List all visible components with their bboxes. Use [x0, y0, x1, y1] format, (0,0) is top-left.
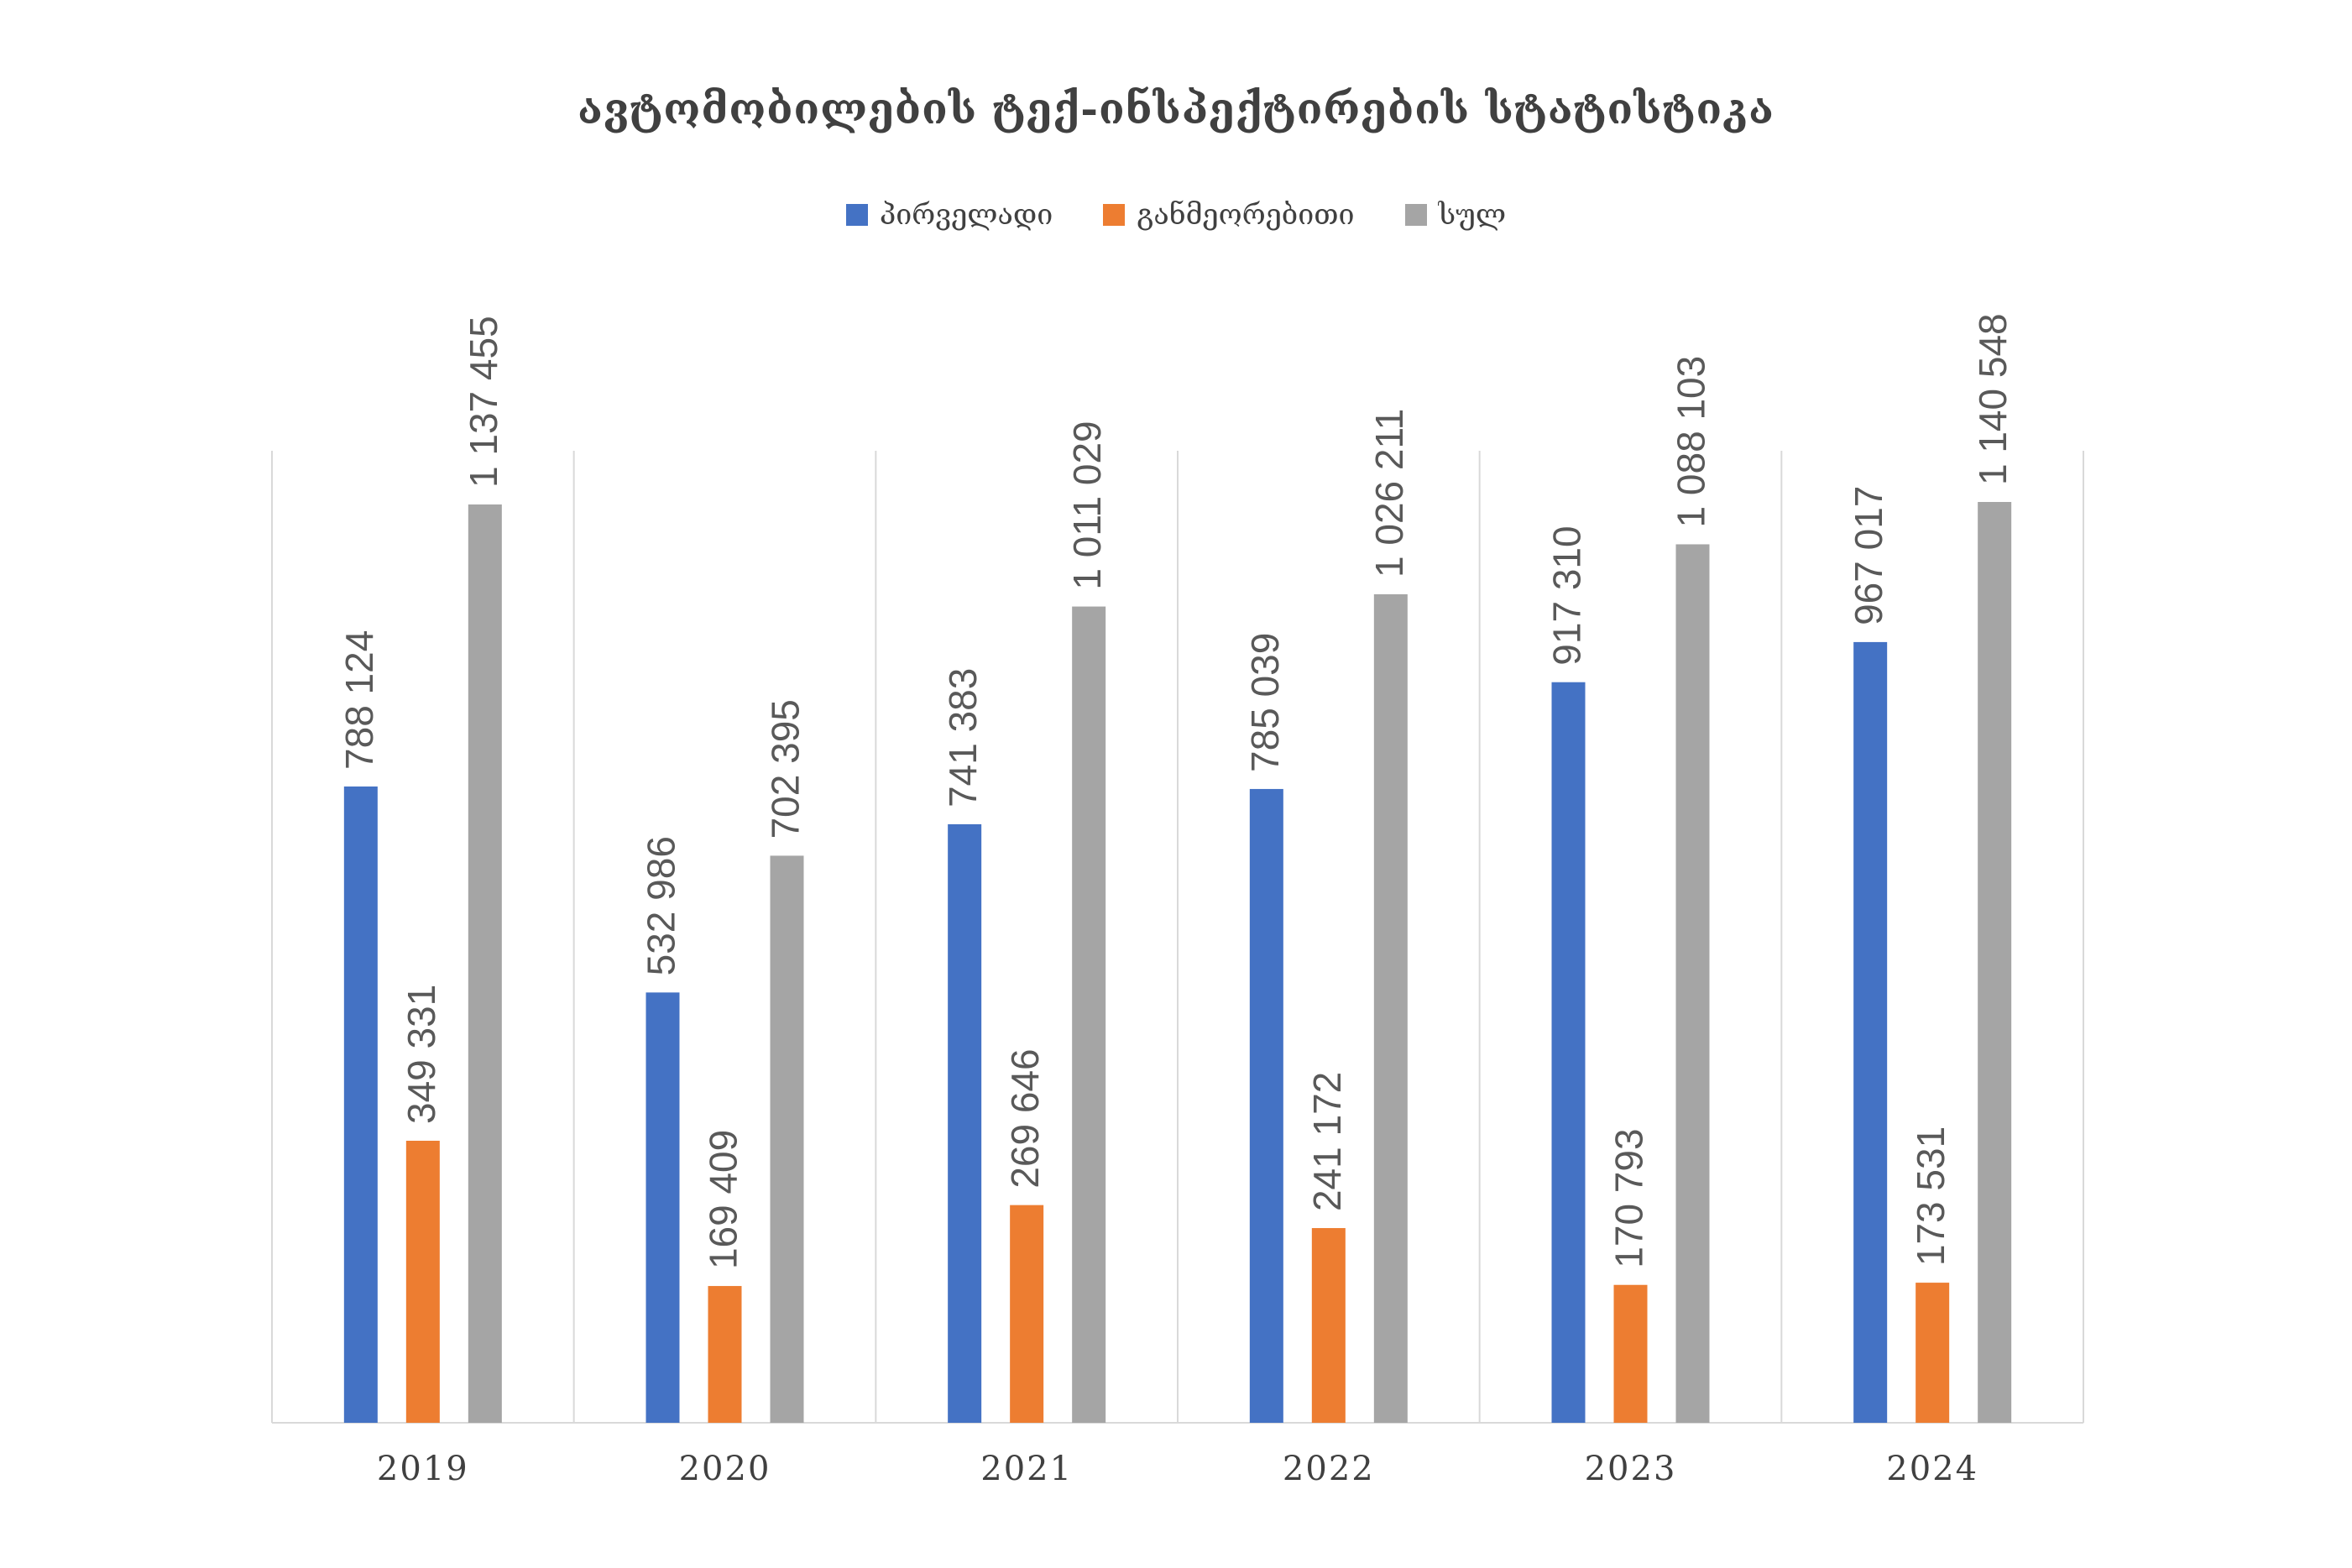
legend: პირველადი განმეორებითი სულ	[0, 198, 2352, 232]
data-label-2021-series-2: 1 011 029	[1065, 421, 1109, 589]
data-label-2020-series-1: 169 409	[702, 1130, 745, 1269]
data-label-2019-series-0: 788 124	[337, 630, 381, 770]
legend-label-primary: პირველადი	[879, 198, 1053, 232]
bar-2021-series-0	[948, 823, 982, 1423]
legend-item-total: სულ	[1404, 198, 1507, 232]
legend-label-total: სულ	[1438, 198, 1507, 232]
data-label-2024-series-0: 967 017	[1847, 486, 1890, 625]
bar-2019-series-1	[405, 1141, 440, 1423]
data-label-2022-series-1: 241 172	[1305, 1072, 1349, 1211]
bar-2021-series-1	[1010, 1205, 1044, 1423]
legend-swatch-total	[1404, 204, 1427, 226]
data-label-2021-series-0: 741 383	[941, 668, 985, 808]
data-label-2022-series-0: 785 039	[1243, 633, 1287, 772]
bar-2022-series-0	[1249, 788, 1283, 1423]
x-tick-label-2023: 2023	[1585, 1450, 1677, 1488]
bar-2022-series-2	[1373, 593, 1408, 1423]
x-tick-label-2021: 2021	[980, 1450, 1073, 1488]
bar-2019-series-2	[468, 504, 502, 1424]
data-label-2021-series-1: 269 646	[1003, 1048, 1047, 1188]
data-label-2019-series-2: 1 137 455	[462, 316, 505, 488]
legend-item-primary: პირველადი	[845, 198, 1053, 232]
data-label-2019-series-1: 349 331	[400, 985, 443, 1124]
data-label-2020-series-0: 532 986	[640, 836, 683, 975]
bar-2023-series-1	[1613, 1284, 1648, 1423]
bar-2022-series-1	[1311, 1228, 1346, 1423]
x-tick-label-2019: 2019	[377, 1450, 469, 1488]
bar-2023-series-0	[1551, 682, 1586, 1423]
data-label-2022-series-2: 1 026 211	[1367, 409, 1411, 578]
x-tick-label-2020: 2020	[679, 1450, 771, 1488]
bar-2020-series-1	[708, 1286, 742, 1423]
bar-2021-series-2	[1072, 606, 1106, 1423]
bar-2024-series-0	[1853, 641, 1888, 1423]
bar-2019-series-0	[343, 786, 378, 1423]
legend-label-repeat: განმეორებითი	[1137, 198, 1355, 232]
bar-2024-series-2	[1978, 502, 2012, 1423]
data-label-2023-series-0: 917 310	[1545, 525, 1589, 665]
legend-item-repeat: განმეორებითი	[1103, 198, 1355, 232]
legend-swatch-primary	[845, 204, 868, 226]
bar-2023-series-2	[1675, 544, 1710, 1423]
chart-title: ავტომობილების ტექ-ინსპექტირების სტატისტი…	[578, 84, 1774, 133]
x-tick-label-2022: 2022	[1283, 1450, 1375, 1488]
data-label-2020-series-2: 702 395	[764, 699, 808, 839]
data-label-2023-series-2: 1 088 103	[1670, 356, 1713, 528]
data-label-2023-series-1: 170 793	[1607, 1128, 1651, 1267]
data-label-2024-series-2: 1 140 548	[1971, 313, 2015, 485]
data-label-2024-series-1: 173 531	[1909, 1126, 1952, 1266]
legend-swatch-repeat	[1103, 204, 1126, 226]
bar-2024-series-1	[1916, 1283, 1950, 1423]
bar-2020-series-2	[770, 855, 804, 1423]
x-tick-label-2024: 2024	[1886, 1450, 1978, 1488]
bar-2020-series-0	[645, 992, 680, 1423]
